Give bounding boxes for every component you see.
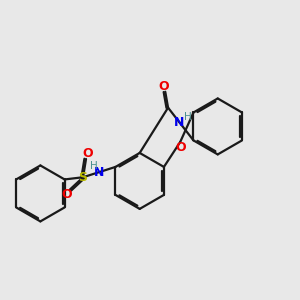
Text: N: N bbox=[94, 166, 104, 178]
Text: N: N bbox=[174, 116, 185, 129]
Text: O: O bbox=[82, 147, 93, 160]
Text: O: O bbox=[158, 80, 169, 93]
Text: O: O bbox=[176, 141, 186, 154]
Text: O: O bbox=[61, 188, 72, 201]
Text: S: S bbox=[79, 171, 88, 184]
Text: H: H bbox=[90, 161, 98, 171]
Text: H: H bbox=[184, 112, 192, 122]
